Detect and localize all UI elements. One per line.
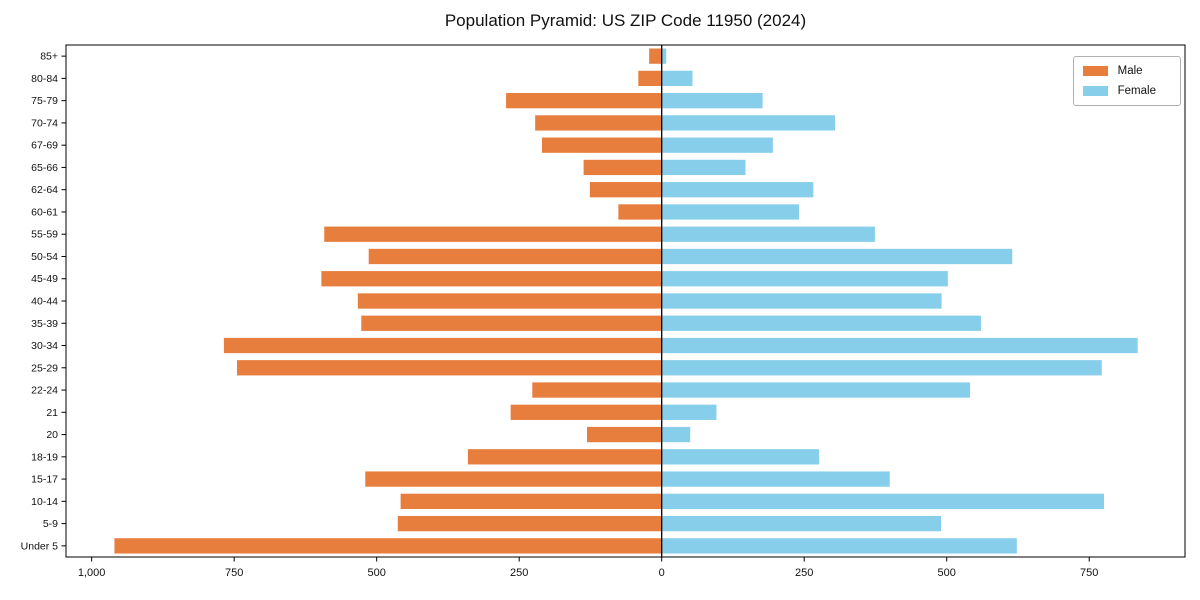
y-tick-label: 67-69 bbox=[31, 140, 58, 152]
legend: Male Female bbox=[1072, 56, 1181, 106]
x-tick-label: 750 bbox=[225, 567, 243, 579]
bar-male-67-69 bbox=[541, 137, 662, 153]
bar-female-45-49 bbox=[661, 271, 948, 287]
y-tick-label: 10-14 bbox=[31, 496, 58, 508]
x-tick-label: 250 bbox=[510, 567, 528, 579]
bar-female-22-24 bbox=[661, 382, 971, 398]
bar-female-62-64 bbox=[661, 182, 814, 198]
y-tick-label: Under 5 bbox=[21, 540, 59, 552]
y-tick-label: 50-54 bbox=[31, 251, 58, 263]
bar-male-70-74 bbox=[535, 115, 662, 131]
bar-female-25-29 bbox=[661, 360, 1102, 376]
bar-male-5-9 bbox=[397, 515, 662, 532]
x-tick-label: 500 bbox=[938, 567, 956, 579]
bar-male-22-24 bbox=[532, 382, 662, 398]
bar-male-30-34 bbox=[223, 337, 662, 354]
y-tick-label: 20 bbox=[46, 429, 58, 441]
bar-female-55-59 bbox=[661, 226, 875, 242]
x-tick-label: 0 bbox=[659, 567, 665, 579]
bar-male-Under 5 bbox=[114, 538, 662, 554]
bar-male-21 bbox=[510, 404, 662, 420]
y-tick-label: 15-17 bbox=[31, 474, 58, 486]
bar-female-85+ bbox=[661, 48, 667, 64]
y-tick-label: 22-24 bbox=[31, 385, 58, 397]
x-tick-label: 750 bbox=[1080, 567, 1098, 579]
bar-male-40-44 bbox=[357, 293, 662, 309]
bar-female-30-34 bbox=[661, 337, 1138, 354]
male-color-swatch bbox=[1082, 66, 1108, 76]
y-tick-label: 75-79 bbox=[31, 95, 58, 107]
x-tick-label: 500 bbox=[367, 567, 385, 579]
bar-female-15-17 bbox=[661, 471, 890, 487]
y-tick-label: 80-84 bbox=[31, 73, 58, 85]
y-tick-label: 21 bbox=[46, 407, 58, 419]
bar-male-80-84 bbox=[638, 70, 662, 87]
bar-female-5-9 bbox=[661, 515, 942, 532]
bar-female-65-66 bbox=[661, 159, 746, 176]
bar-male-25-29 bbox=[237, 360, 662, 376]
y-tick-label: 65-66 bbox=[31, 162, 58, 174]
bar-male-60-61 bbox=[618, 204, 662, 220]
bar-female-70-74 bbox=[661, 115, 835, 131]
bar-female-18-19 bbox=[661, 449, 820, 465]
bar-male-75-79 bbox=[506, 93, 662, 109]
bar-female-Under 5 bbox=[661, 538, 1017, 554]
y-tick-label: 70-74 bbox=[31, 117, 58, 129]
y-tick-label: 85+ bbox=[40, 51, 58, 63]
y-tick-label: 5-9 bbox=[43, 518, 58, 530]
bar-female-40-44 bbox=[661, 293, 942, 309]
bar-male-62-64 bbox=[589, 182, 662, 198]
bar-female-10-14 bbox=[661, 493, 1105, 509]
x-tick-label: 1,000 bbox=[78, 567, 106, 579]
bar-male-45-49 bbox=[321, 271, 662, 287]
bar-female-67-69 bbox=[661, 137, 773, 153]
bar-male-55-59 bbox=[324, 226, 662, 242]
bar-female-50-54 bbox=[661, 248, 1013, 265]
bar-male-18-19 bbox=[467, 449, 662, 465]
bar-male-50-54 bbox=[368, 248, 662, 265]
bar-female-75-79 bbox=[661, 93, 763, 109]
bar-male-35-39 bbox=[361, 315, 662, 331]
y-tick-label: 62-64 bbox=[31, 184, 58, 196]
bar-female-80-84 bbox=[661, 70, 693, 87]
legend-item-male: Male bbox=[1082, 65, 1170, 77]
bar-female-21 bbox=[661, 404, 717, 420]
y-tick-label: 40-44 bbox=[31, 296, 58, 308]
bar-female-20 bbox=[661, 426, 691, 443]
legend-label-female: Female bbox=[1117, 85, 1156, 97]
bar-female-60-61 bbox=[661, 204, 800, 220]
bar-male-65-66 bbox=[583, 159, 662, 176]
y-tick-label: 55-59 bbox=[31, 229, 58, 241]
y-tick-label: 25-29 bbox=[31, 362, 58, 374]
y-tick-label: 30-34 bbox=[31, 340, 58, 352]
y-tick-label: 35-39 bbox=[31, 318, 58, 330]
bar-male-10-14 bbox=[400, 493, 662, 509]
legend-label-male: Male bbox=[1117, 65, 1143, 77]
bar-male-85+ bbox=[649, 48, 662, 64]
female-color-swatch bbox=[1082, 86, 1108, 96]
y-tick-label: 60-61 bbox=[31, 206, 58, 218]
legend-item-female: Female bbox=[1082, 85, 1170, 97]
y-tick-label: 45-49 bbox=[31, 273, 58, 285]
chart-title: Population Pyramid: US ZIP Code 11950 (2… bbox=[444, 11, 807, 30]
bar-male-15-17 bbox=[365, 471, 662, 487]
y-tick-label: 18-19 bbox=[31, 451, 58, 463]
bar-female-35-39 bbox=[661, 315, 981, 331]
bar-male-20 bbox=[587, 426, 662, 443]
x-tick-label: 250 bbox=[795, 567, 813, 579]
